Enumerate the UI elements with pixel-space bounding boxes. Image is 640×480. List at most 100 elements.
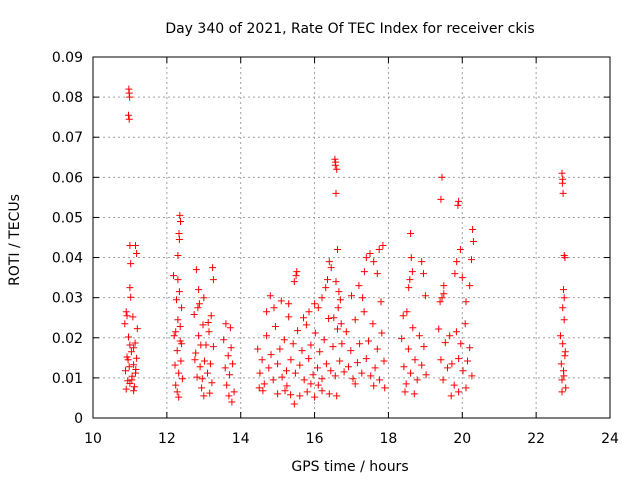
data-point [371,364,379,372]
data-point [370,258,378,266]
data-point [198,375,206,383]
y-tick-label: 0.03 [52,291,83,307]
data-point [439,376,447,384]
data-point [468,372,476,380]
x-tick-label: 12 [158,431,176,447]
data-point [193,373,201,381]
data-point [325,390,333,398]
data-point [260,380,268,388]
data-point [450,381,458,389]
data-point [290,278,298,286]
data-point [345,363,352,371]
data-point [208,379,216,387]
data-point [198,384,206,392]
data-point [200,392,208,400]
data-point [400,363,408,371]
data-point [337,320,345,328]
y-tick-label: 0.06 [52,170,83,186]
data-point [370,382,378,390]
data-point [327,367,335,375]
data-point [330,314,338,322]
data-point [381,384,389,392]
data-point [377,298,385,306]
data-point [178,375,186,383]
data-point [133,354,141,362]
data-point [127,260,135,268]
data-point [125,115,133,123]
data-point [466,344,474,352]
data-point [122,385,130,393]
y-tick-label: 0.04 [52,251,83,267]
data-point [177,357,185,365]
data-point [125,333,132,341]
data-point [458,274,466,282]
data-point [420,343,428,351]
data-point [176,211,184,219]
data-point [322,284,330,292]
data-point [173,388,181,396]
data-point [318,294,326,302]
data-point [175,230,183,237]
data-point [256,369,264,377]
data-point [294,327,302,335]
data-point [255,384,263,392]
data-point [558,179,566,187]
data-point [356,340,364,348]
data-point [291,369,299,377]
data-point [559,340,567,348]
data-point [195,300,203,308]
data-point [559,189,567,197]
x-tick-label: 22 [527,431,545,447]
data-point [222,320,230,328]
data-point [229,360,237,368]
data-point [171,361,179,369]
data-point [200,294,208,302]
data-point [367,372,375,380]
data-point [559,304,567,312]
data-point [287,391,295,399]
data-point [206,360,214,368]
data-point [451,270,459,278]
data-point [441,339,449,347]
data-point [132,369,139,377]
data-point [191,356,199,364]
data-point [333,392,341,400]
data-point [405,284,413,292]
data-point [353,359,361,367]
data-point [398,335,406,343]
data-point [409,324,417,332]
data-point [131,339,139,347]
data-point [373,345,381,353]
data-point [175,236,183,243]
data-point [332,278,340,286]
data-point [351,316,359,324]
data-point [204,319,212,326]
data-point [258,356,266,364]
data-point [263,308,271,316]
data-point [440,290,448,298]
data-point [335,288,343,296]
data-point [318,387,326,395]
data-point [355,282,363,290]
data-point [349,375,357,383]
data-point [173,347,181,355]
y-tick-label: 0.02 [52,331,83,347]
data-point [266,292,274,300]
data-point [440,282,448,290]
data-point [376,376,384,384]
data-point [274,390,282,398]
data-point [561,348,569,356]
data-point [300,314,307,322]
data-point [124,356,132,364]
data-point [265,364,273,372]
data-point [399,312,407,320]
data-point [302,321,310,329]
data-point [192,266,200,274]
data-point [228,398,236,406]
data-point [421,292,429,300]
data-point [325,315,333,322]
data-point [365,337,372,345]
data-point [560,316,568,324]
data-point [129,313,137,321]
data-point [223,381,231,389]
